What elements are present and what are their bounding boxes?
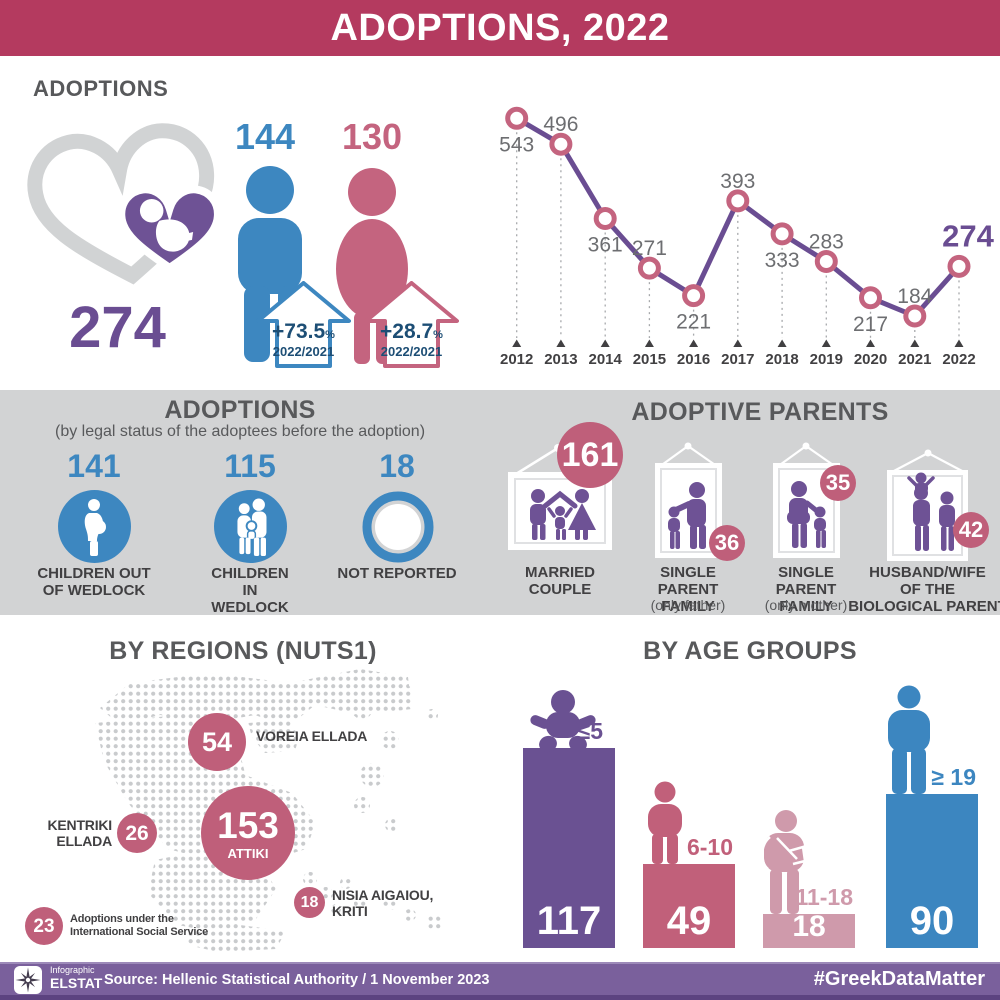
svg-text:361: 361 [588, 234, 623, 257]
single-mother-label: SINGLE PARENT FAMILY [775, 564, 837, 615]
age-category-label: ≥ 19 [931, 764, 976, 790]
baby-icon [524, 690, 602, 754]
out-of-wedlock-value: 141 [67, 448, 121, 484]
male-change-value: +73.5% [272, 320, 335, 343]
svg-text:184: 184 [897, 285, 932, 308]
svg-text:283: 283 [809, 231, 844, 254]
regions-and-age-section: BY REGIONS (NUTS1) [0, 615, 1000, 962]
male-change-period: 2022/2021 [272, 344, 335, 359]
age-groups-title: BY AGE GROUPS [643, 637, 857, 665]
not-reported-value: 18 [379, 448, 415, 484]
biological-parent-label: HUSBAND/WIFE OF THE BIOLOGICAL PARENT [848, 564, 1000, 615]
svg-text:2012: 2012 [500, 351, 533, 368]
svg-text:2019: 2019 [810, 351, 843, 368]
elstat-logo-icon [13, 965, 43, 995]
adoptive-parents-title: ADOPTIVE PARENTS [631, 398, 889, 426]
married-couple-label: MARRIED COUPLE [525, 564, 595, 598]
source-text: Source: Hellenic Statistical Authority /… [104, 971, 490, 988]
svg-text:2022: 2022 [942, 351, 975, 368]
svg-text:543: 543 [499, 133, 534, 156]
voreia-ellada-label: VOREIA ELLADA [256, 728, 368, 744]
in-wedlock-label: CHILDREN IN WEDLOCK [211, 565, 289, 616]
svg-text:221: 221 [676, 311, 711, 334]
female-adoptions-value: 130 [341, 116, 403, 157]
adult-icon [883, 685, 935, 795]
kentriki-ellada-label: KENTRIKI ELLADA [47, 817, 112, 850]
family-icon [214, 490, 287, 563]
single-mother-sublabel: (only mother) [764, 597, 848, 613]
age-bar-value: 49 [666, 899, 712, 943]
pregnant-woman-icon [58, 490, 131, 563]
total-adoptions-value: 274 [69, 295, 166, 360]
age-bar-value: 90 [909, 899, 955, 943]
svg-text:2014: 2014 [589, 351, 623, 368]
age-bar-≥ 19: 90 [886, 794, 978, 948]
age-bar-value: 117 [536, 899, 602, 943]
nisia-aigaiou-kriti-bubble: 18 [294, 887, 325, 918]
voreia-ellada-bubble: 54 [188, 713, 246, 771]
age-bar-6-10: 49 [643, 864, 735, 948]
legal-status-title: ADOPTIONS [164, 396, 316, 424]
age-groups-bar-chart: 117 ≤5 49 6-10 18 11-18 90 ≥ 19 [500, 615, 1000, 962]
age-category-label: 11-18 [795, 884, 853, 910]
svg-text:393: 393 [720, 170, 755, 193]
biological-parent-value: 42 [953, 512, 989, 548]
nisia-aigaiou-kriti-label: NISIA AIGAIOU, KRITI [332, 887, 434, 920]
legal-status-and-parents-band: ADOPTIONS (by legal status of the adopte… [0, 390, 1000, 615]
single-father-label: SINGLE PARENT FAMILY [657, 564, 719, 615]
svg-text:2013: 2013 [544, 351, 577, 368]
out-of-wedlock-label: CHILDREN OUT OF WEDLOCK [37, 565, 151, 599]
svg-text:271: 271 [632, 237, 667, 260]
female-change-period: 2022/2021 [380, 344, 443, 359]
single-father-value: 36 [709, 525, 745, 561]
attiki-bubble: 153 ATTIKI [201, 786, 295, 880]
iss-adoptions-label: Adoptions under the International Social… [70, 913, 209, 938]
title-bar: ADOPTIONS, 2022 [0, 0, 1000, 56]
adoptions-trend-line-chart: 2012 2013 2014 2015 2016 2017 2018 2019 2020 2021… [499, 106, 995, 368]
married-couple-value: 161 [557, 422, 623, 488]
age-category-label: 6-10 [686, 834, 733, 860]
female-change-value: +28.7% [380, 320, 443, 343]
age-bar-11-18: 18 [763, 910, 855, 948]
svg-text:2015: 2015 [633, 351, 666, 368]
heart-with-baby-icon [14, 112, 244, 312]
svg-text:217: 217 [853, 313, 888, 336]
overview-section-label: ADOPTIONS [33, 76, 169, 101]
male-adoptions-value: 144 [234, 116, 296, 157]
age-bar-value: 18 [792, 910, 826, 943]
svg-text:2021: 2021 [898, 351, 931, 368]
regions-title: BY REGIONS (NUTS1) [109, 637, 377, 665]
age-bar-≤5: 117 [523, 748, 615, 948]
in-wedlock-value: 115 [224, 448, 276, 484]
iss-adoptions-bubble: 23 [25, 907, 63, 945]
svg-text:496: 496 [543, 113, 578, 136]
not-reported-label: NOT REPORTED [337, 565, 457, 582]
single-father-sublabel: (only father) [650, 597, 726, 613]
not-reported-ring-icon [359, 488, 437, 566]
teen-with-backpack-icon [757, 809, 813, 915]
svg-text:274: 274 [942, 218, 994, 253]
svg-text:2020: 2020 [854, 351, 887, 368]
svg-text:2017: 2017 [721, 351, 754, 368]
footer: Infographic ELSTAT Source: Hellenic Stat… [0, 962, 1000, 1000]
male-increase-arrow: +73.5% 2022/2021 [256, 281, 351, 368]
biological-parent-frame-icon [887, 448, 968, 561]
hashtag-text: #GreekDataMatter [813, 968, 985, 990]
page-title: ADOPTIONS, 2022 [330, 6, 670, 49]
svg-text:2016: 2016 [677, 351, 710, 368]
elstat-logo-text: Infographic ELSTAT [50, 965, 103, 991]
adoptions-overview-section: ADOPTIONS 274 144 [0, 56, 1000, 390]
single-mother-value: 35 [820, 465, 856, 501]
female-increase-arrow: +28.7% 2022/2021 [364, 281, 459, 368]
svg-text:2018: 2018 [765, 351, 798, 368]
legal-status-subtitle: (by legal status of the adoptees before … [54, 423, 426, 440]
child-icon [641, 781, 689, 865]
svg-text:333: 333 [765, 249, 800, 272]
kentriki-ellada-bubble: 26 [117, 813, 157, 853]
